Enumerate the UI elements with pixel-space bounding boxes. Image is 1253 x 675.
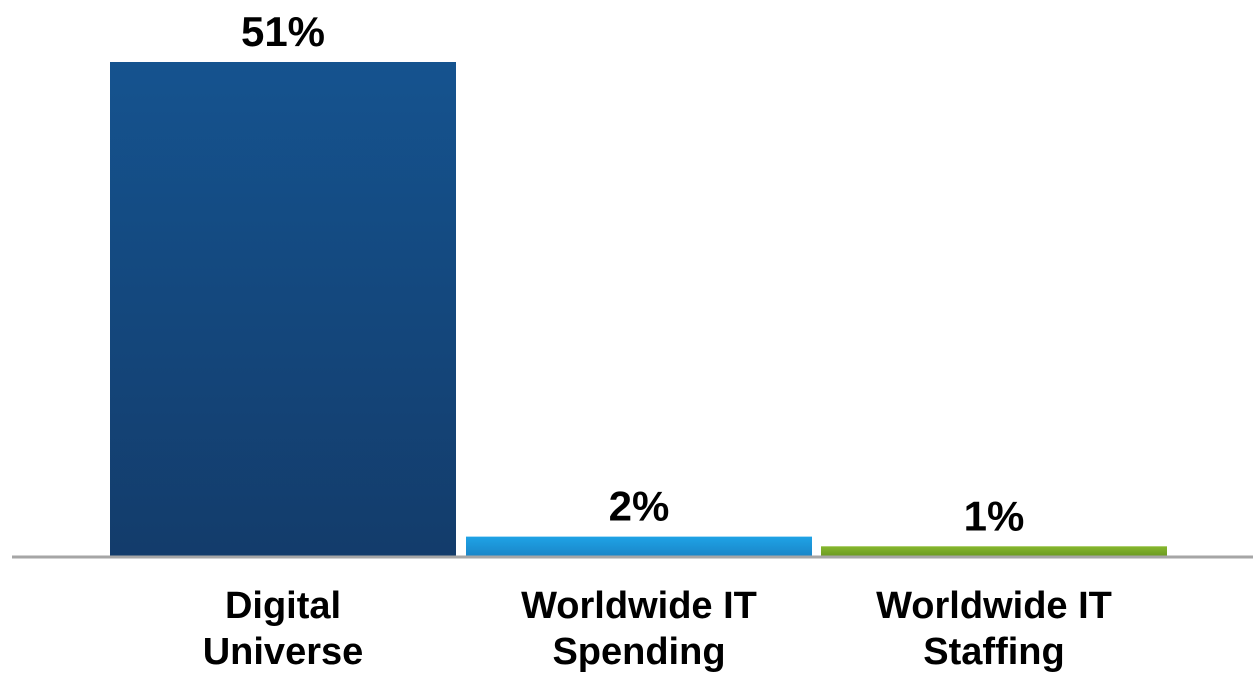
bar-worldwide-it-staffing <box>821 546 1167 556</box>
data-label-worldwide-it-staffing: 1% <box>964 492 1025 539</box>
data-label-digital-universe: 51% <box>241 8 325 55</box>
bar-digital-universe <box>110 62 456 556</box>
bar-worldwide-it-spending <box>466 536 812 556</box>
category-labels-group: Digital Universe Worldwide IT Spending World… <box>203 585 1112 673</box>
category-label-worldwide-it-staffing: Worldwide IT Staffing <box>876 585 1112 673</box>
category-label-worldwide-it-spending: Worldwide IT Spending <box>521 585 757 673</box>
category-label-digital-universe: Digital Universe <box>203 585 364 673</box>
data-label-worldwide-it-spending: 2% <box>609 483 670 530</box>
data-labels-group: 51% 2% 1% <box>241 8 1024 539</box>
bars-group <box>110 62 1167 556</box>
